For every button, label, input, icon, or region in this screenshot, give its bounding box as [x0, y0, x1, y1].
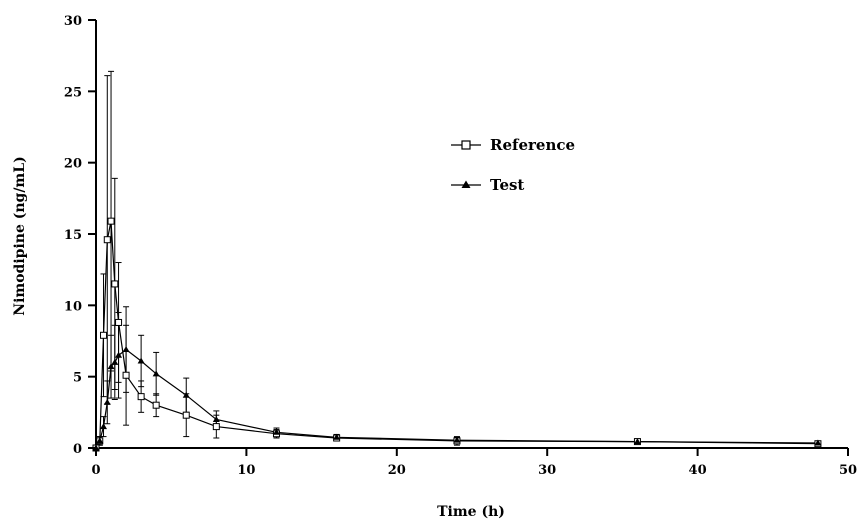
- test-point: [122, 346, 130, 353]
- y-tick-label: 0: [73, 442, 82, 457]
- test-point: [633, 438, 641, 445]
- y-tick-label: 30: [64, 14, 82, 29]
- y-tick-label: 25: [64, 85, 82, 100]
- reference-point: [111, 280, 119, 288]
- legend-reference-marker: [461, 140, 471, 150]
- legend-reference-label: Reference: [490, 136, 575, 154]
- test-point: [333, 433, 341, 440]
- y-tick-label: 20: [64, 157, 82, 172]
- x-tick-label: 20: [388, 463, 406, 478]
- reference-point: [212, 423, 220, 431]
- test-point: [111, 358, 119, 365]
- x-tick-label: 40: [689, 463, 707, 478]
- test-point: [212, 415, 220, 422]
- legend-test-label: Test: [490, 176, 524, 194]
- y-axis-title: Nimodipine (ng/mL): [12, 156, 28, 315]
- x-tick-label: 10: [237, 463, 255, 478]
- y-tick-label: 10: [64, 299, 82, 314]
- reference-point: [115, 318, 123, 326]
- test-point: [100, 423, 108, 430]
- test-line: [95, 348, 818, 449]
- reference-point: [107, 217, 115, 225]
- test-point: [96, 437, 104, 444]
- test-point: [814, 439, 822, 446]
- test-point: [137, 357, 145, 364]
- reference-line: [95, 221, 818, 449]
- reference-point: [137, 393, 145, 401]
- legend: Reference Test: [451, 136, 575, 194]
- x-axis-title: Time (h): [437, 504, 505, 520]
- tick-marks: [88, 19, 849, 456]
- reference-point: [103, 236, 111, 244]
- test-point: [103, 398, 111, 405]
- test-point: [152, 370, 160, 377]
- x-tick-label: 50: [839, 463, 857, 478]
- reference-point: [122, 371, 130, 379]
- test-point: [107, 363, 115, 370]
- test-point: [115, 351, 123, 358]
- x-tick-label: 0: [91, 463, 100, 478]
- reference-point: [152, 401, 160, 409]
- y-tick-label: 5: [73, 371, 82, 386]
- legend-test-marker: [461, 180, 471, 188]
- reference-point: [100, 331, 108, 339]
- x-tick-label: 30: [538, 463, 556, 478]
- test-point: [182, 391, 190, 398]
- legend-item-reference: Reference: [451, 136, 575, 154]
- test-point: [453, 436, 461, 443]
- error-bars: [96, 70, 821, 446]
- reference-point: [182, 411, 190, 419]
- tick-labels: 0 10 20 30 40 50 0 5 10 15 20 25 30: [64, 14, 857, 478]
- series-markers: [92, 217, 822, 452]
- y-tick-label: 15: [64, 228, 82, 243]
- legend-item-test: Test: [451, 176, 524, 194]
- test-point: [272, 428, 280, 435]
- axes: [95, 20, 848, 449]
- series-lines: [95, 221, 818, 449]
